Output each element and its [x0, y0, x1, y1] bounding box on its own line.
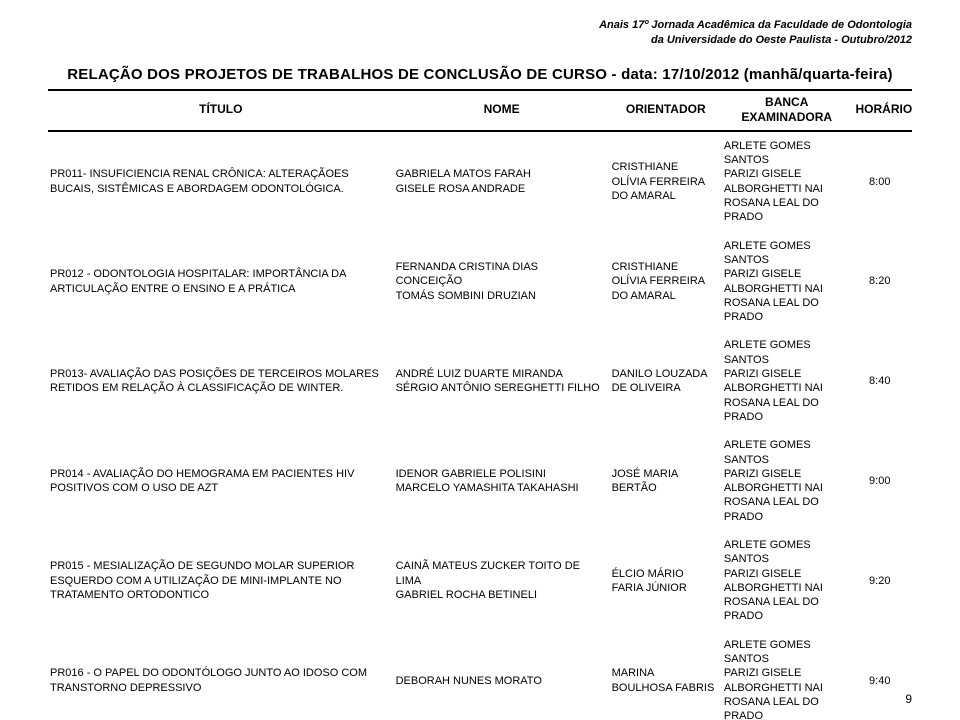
- cell-time: 8:20: [852, 232, 913, 332]
- col-header-title: TÍTULO: [48, 90, 394, 131]
- cell-name: FERNANDA CRISTINA DIAS CONCEIÇÃOTOMÁS SO…: [394, 232, 610, 332]
- cell-name: DEBORAH NUNES MORATO: [394, 631, 610, 720]
- schedule-table: TÍTULO NOME ORIENTADOR BANCA EXAMINADORA…: [48, 89, 912, 720]
- cell-board: ARLETE GOMES SANTOSPARIZI GISELE ALBORGH…: [722, 631, 852, 720]
- cell-advisor: CRISTHIANE OLÍVIA FERREIRA DO AMARAL: [610, 232, 722, 332]
- col-header-board: BANCA EXAMINADORA: [722, 90, 852, 131]
- page-title: RELAÇÃO DOS PROJETOS DE TRABALHOS DE CON…: [48, 66, 912, 83]
- col-header-name: NOME: [394, 90, 610, 131]
- cell-time: 9:00: [852, 431, 913, 531]
- table-row: PR013- AVALIAÇÃO DAS POSIÇÕES DE TERCEIR…: [48, 331, 912, 431]
- cell-name: GABRIELA MATOS FARAHGISELE ROSA ANDRADE: [394, 131, 610, 232]
- cell-title: PR015 - MESIALIZAÇÃO DE SEGUNDO MOLAR SU…: [48, 531, 394, 631]
- cell-time: 9:20: [852, 531, 913, 631]
- cell-name: ANDRÉ LUIZ DUARTE MIRANDASÉRGIO ANTÔNIO …: [394, 331, 610, 431]
- cell-board: ARLETE GOMES SANTOSPARIZI GISELE ALBORGH…: [722, 131, 852, 232]
- cell-time: 8:00: [852, 131, 913, 232]
- cell-advisor: MARINA BOULHOSA FABRIS: [610, 631, 722, 720]
- cell-title: PR014 - AVALIAÇÃO DO HEMOGRAMA EM PACIEN…: [48, 431, 394, 531]
- table-row: PR014 - AVALIAÇÃO DO HEMOGRAMA EM PACIEN…: [48, 431, 912, 531]
- cell-time: 9:40: [852, 631, 913, 720]
- table-row: PR016 - O PAPEL DO ODONTÓLOGO JUNTO AO I…: [48, 631, 912, 720]
- cell-board: ARLETE GOMES SANTOSPARIZI GISELE ALBORGH…: [722, 531, 852, 631]
- cell-board: ARLETE GOMES SANTOSPARIZI GISELE ALBORGH…: [722, 331, 852, 431]
- cell-advisor: DANILO LOUZADA DE OLIVEIRA: [610, 331, 722, 431]
- cell-board: ARLETE GOMES SANTOSPARIZI GISELE ALBORGH…: [722, 431, 852, 531]
- cell-title: PR012 - ODONTOLOGIA HOSPITALAR: IMPORTÂN…: [48, 232, 394, 332]
- cell-title: PR013- AVALIAÇÃO DAS POSIÇÕES DE TERCEIR…: [48, 331, 394, 431]
- cell-name: IDENOR GABRIELE POLISINIMARCELO YAMASHIT…: [394, 431, 610, 531]
- col-header-time: HORÁRIO: [852, 90, 913, 131]
- cell-title: PR016 - O PAPEL DO ODONTÓLOGO JUNTO AO I…: [48, 631, 394, 720]
- cell-title: PR011- INSUFICIENCIA RENAL CRÔNICA: ALTE…: [48, 131, 394, 232]
- cell-advisor: JOSÉ MARIA BERTÃO: [610, 431, 722, 531]
- cell-time: 8:40: [852, 331, 913, 431]
- page: Anais 17º Jornada Acadêmica da Faculdade…: [0, 0, 960, 720]
- running-head-line-1: Anais 17º Jornada Acadêmica da Faculdade…: [48, 18, 912, 33]
- table-row: PR015 - MESIALIZAÇÃO DE SEGUNDO MOLAR SU…: [48, 531, 912, 631]
- table-row: PR012 - ODONTOLOGIA HOSPITALAR: IMPORTÂN…: [48, 232, 912, 332]
- cell-advisor: ÉLCIO MÁRIO FARIA JÚNIOR: [610, 531, 722, 631]
- running-head: Anais 17º Jornada Acadêmica da Faculdade…: [48, 18, 912, 48]
- table-row: PR011- INSUFICIENCIA RENAL CRÔNICA: ALTE…: [48, 131, 912, 232]
- cell-name: CAINÃ MATEUS ZUCKER TOITO DE LIMAGABRIEL…: [394, 531, 610, 631]
- table-header: TÍTULO NOME ORIENTADOR BANCA EXAMINADORA…: [48, 90, 912, 131]
- running-head-line-2: da Universidade do Oeste Paulista - Outu…: [48, 33, 912, 48]
- col-header-advisor: ORIENTADOR: [610, 90, 722, 131]
- table-body: PR011- INSUFICIENCIA RENAL CRÔNICA: ALTE…: [48, 131, 912, 720]
- cell-advisor: CRISTHIANE OLÍVIA FERREIRA DO AMARAL: [610, 131, 722, 232]
- cell-board: ARLETE GOMES SANTOSPARIZI GISELE ALBORGH…: [722, 232, 852, 332]
- page-number: 9: [905, 692, 912, 706]
